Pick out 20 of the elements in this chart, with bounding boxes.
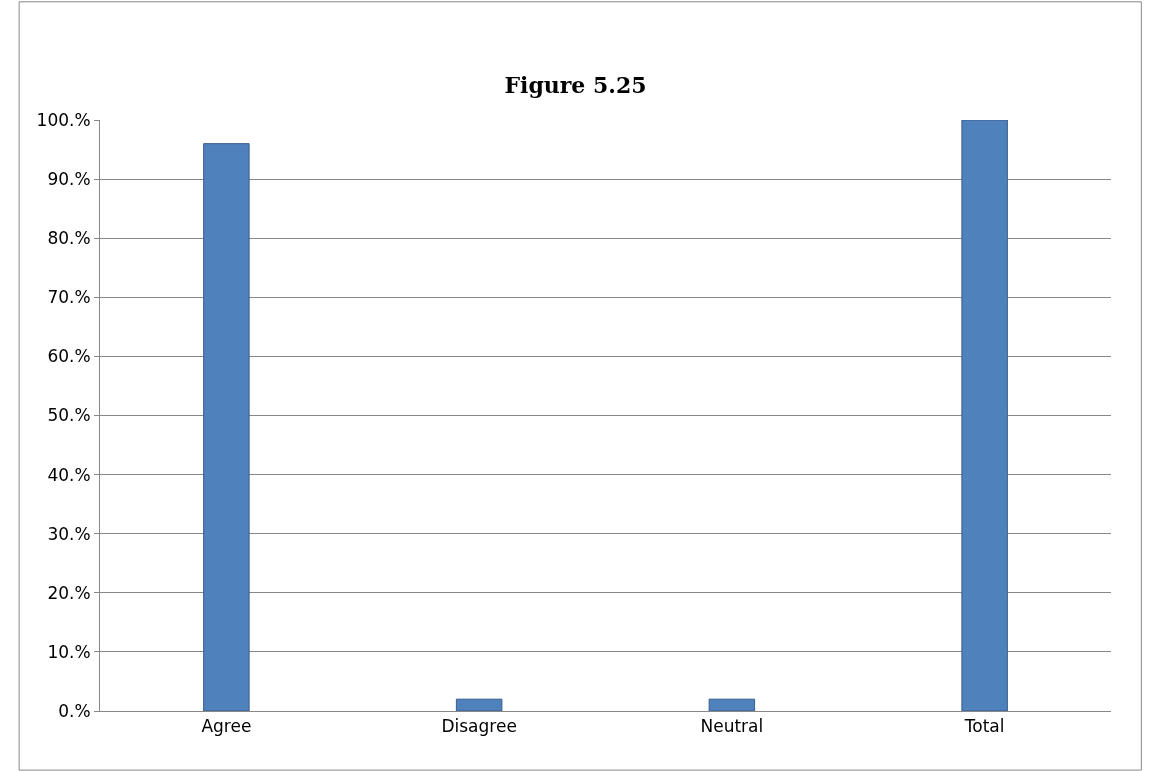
bar [708, 698, 756, 711]
x-tick-label: Neutral [700, 716, 764, 737]
x-tick-label: Disagree [441, 716, 517, 737]
y-tick-label: 100.% [36, 109, 91, 130]
y-tick-label: 30.% [47, 523, 91, 544]
chart-title: Figure 5.25 [504, 71, 647, 98]
y-tick-label: 0.% [58, 700, 91, 721]
y-tick-label: 80.% [47, 228, 91, 249]
y-tick-label: 50.% [47, 405, 91, 426]
y-tick-label: 40.% [47, 464, 91, 485]
bar [961, 120, 1008, 711]
bar [203, 143, 250, 711]
x-tick-label: Total [963, 716, 1005, 737]
y-tick-label: 70.% [47, 287, 91, 308]
y-tick-label: 10.% [47, 641, 91, 662]
bar [455, 698, 503, 711]
y-tick-label: 20.% [47, 582, 91, 603]
y-tick-label: 90.% [47, 169, 91, 190]
x-tick-label: Agree [201, 716, 252, 737]
y-tick-label: 60.% [47, 346, 91, 367]
